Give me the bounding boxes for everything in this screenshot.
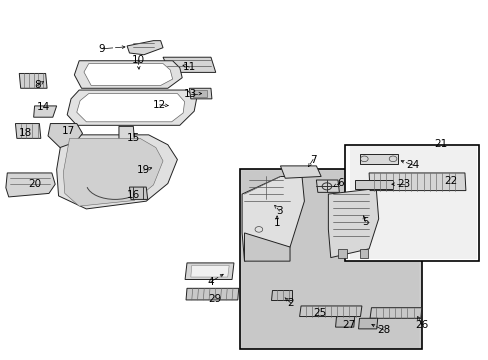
Polygon shape xyxy=(359,249,367,258)
Polygon shape xyxy=(280,166,321,178)
Text: 29: 29 xyxy=(208,294,221,304)
Text: 17: 17 xyxy=(62,126,75,136)
Text: 9: 9 xyxy=(99,44,105,54)
Polygon shape xyxy=(316,180,339,192)
Polygon shape xyxy=(184,263,233,279)
Polygon shape xyxy=(354,180,392,189)
Polygon shape xyxy=(328,189,378,258)
Polygon shape xyxy=(369,308,421,318)
Polygon shape xyxy=(16,123,41,138)
Text: 21: 21 xyxy=(433,139,447,149)
Polygon shape xyxy=(119,126,135,159)
Polygon shape xyxy=(358,318,377,329)
Text: 11: 11 xyxy=(183,62,196,72)
Polygon shape xyxy=(185,288,238,300)
Text: 18: 18 xyxy=(19,129,32,139)
Polygon shape xyxy=(63,138,163,206)
Text: 23: 23 xyxy=(396,179,409,189)
Text: 1: 1 xyxy=(273,218,280,228)
Polygon shape xyxy=(244,233,289,261)
Polygon shape xyxy=(74,61,182,88)
Polygon shape xyxy=(349,147,476,259)
Text: 10: 10 xyxy=(131,55,144,65)
Text: 16: 16 xyxy=(126,190,140,200)
Text: 13: 13 xyxy=(184,89,197,99)
Polygon shape xyxy=(127,41,163,55)
Text: 2: 2 xyxy=(286,298,293,308)
Text: 19: 19 xyxy=(137,165,150,175)
Polygon shape xyxy=(48,123,82,148)
Text: 15: 15 xyxy=(126,133,140,143)
Text: 27: 27 xyxy=(342,320,355,330)
Text: 25: 25 xyxy=(313,308,326,318)
Bar xyxy=(242,171,419,348)
Polygon shape xyxy=(84,64,172,85)
Polygon shape xyxy=(337,249,346,258)
Text: 5: 5 xyxy=(361,217,368,227)
Bar xyxy=(345,145,478,261)
Polygon shape xyxy=(193,90,207,97)
Polygon shape xyxy=(359,154,397,164)
Polygon shape xyxy=(163,57,215,72)
Text: 26: 26 xyxy=(414,320,427,330)
Text: 12: 12 xyxy=(153,100,166,110)
Polygon shape xyxy=(57,135,177,209)
Text: 7: 7 xyxy=(309,154,316,165)
Text: 22: 22 xyxy=(443,176,456,186)
Text: 14: 14 xyxy=(37,102,50,112)
Bar xyxy=(239,170,421,349)
Polygon shape xyxy=(271,290,292,300)
Polygon shape xyxy=(6,173,55,197)
Polygon shape xyxy=(129,187,147,199)
Polygon shape xyxy=(190,265,229,277)
Text: 4: 4 xyxy=(207,276,214,287)
Polygon shape xyxy=(368,173,465,190)
Polygon shape xyxy=(242,176,304,261)
Polygon shape xyxy=(19,73,47,88)
Polygon shape xyxy=(335,316,354,327)
Polygon shape xyxy=(67,90,196,125)
Text: 6: 6 xyxy=(336,178,343,188)
Polygon shape xyxy=(77,94,184,122)
Polygon shape xyxy=(299,306,361,316)
Text: 28: 28 xyxy=(376,325,389,335)
Polygon shape xyxy=(189,88,211,99)
Text: 20: 20 xyxy=(28,179,41,189)
Text: 3: 3 xyxy=(276,206,282,216)
Polygon shape xyxy=(34,106,57,117)
Text: 24: 24 xyxy=(406,160,419,170)
Text: 8: 8 xyxy=(34,80,41,90)
